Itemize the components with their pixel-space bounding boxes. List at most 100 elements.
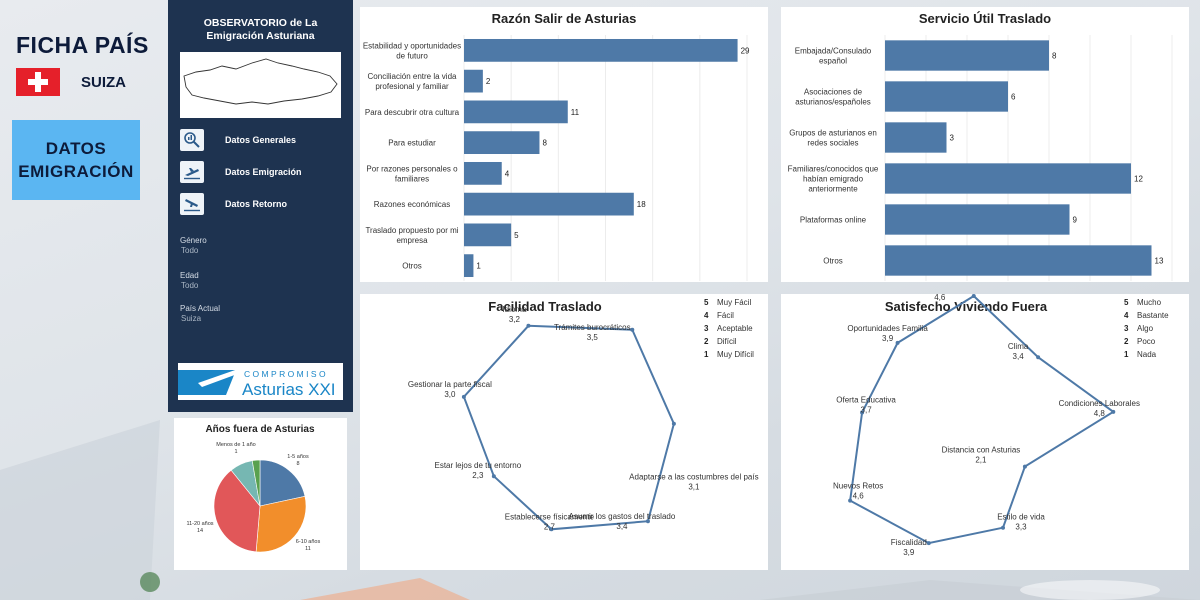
legend-label: Muy Difícil <box>717 350 754 359</box>
nav-datos-generales[interactable]: Datos Generales <box>180 128 345 152</box>
section-label-line1: DATOS <box>45 139 107 158</box>
filter-edad[interactable]: Edad Todo <box>180 271 199 291</box>
value-label: 3,9 <box>903 548 915 557</box>
filter-pais-actual[interactable]: País Actual Suiza <box>180 304 220 324</box>
legend-number: 5 <box>704 298 709 307</box>
category-label-line: Familiares/conocidos que <box>788 165 879 174</box>
category-label-line: empresa <box>396 236 428 245</box>
category-label: Traslado propuesto por mi empresa <box>365 226 458 245</box>
axis-label: Trámites burocráticos <box>554 323 631 332</box>
category-label-line: de futuro <box>396 51 428 60</box>
radar-point <box>895 340 900 345</box>
category-label: Por razones personales o familiares <box>366 164 458 183</box>
observatorio-title-line2: Emigración Asturiana <box>206 30 315 42</box>
plane-arrival-icon <box>180 193 204 215</box>
bar <box>885 40 1049 71</box>
radar-point <box>848 498 853 503</box>
radar-point <box>630 327 635 332</box>
axis-label: Distancia con Asturias <box>942 446 1021 455</box>
page-title: FICHA PAÍS <box>16 32 149 58</box>
data-label: 1 <box>476 262 481 271</box>
category-label-line: profesional y familiar <box>375 82 449 91</box>
nav-datos-retorno[interactable]: Datos Retorno <box>180 192 345 216</box>
pie-slice <box>255 495 307 553</box>
satisfecho-chart-panel: Satisfecho Viviendo Fuera 5 Mucho 4 Bastante… <box>781 294 1189 570</box>
category-label-line: Otros <box>823 257 843 266</box>
category-label-line: Embajada/Consulado <box>795 47 872 56</box>
data-label: 4 <box>505 169 510 178</box>
bar <box>464 161 502 185</box>
filter-pais-actual-label: País Actual <box>180 304 221 313</box>
legend-label: Nada <box>1137 350 1157 359</box>
slice-label: Menos de 1 año <box>216 442 255 448</box>
slice-value: 8 <box>296 461 299 467</box>
radar-point <box>645 519 650 524</box>
servicio-chart: Servicio Útil Traslado 8 Embajada/Consulad… <box>788 11 1173 281</box>
axis-label: Fiscalidad <box>891 538 927 547</box>
anos-chart-panel: Años fuera de Asturias 1-5 años 8 6-10 años… <box>174 418 347 570</box>
razon-chart: Razón Salir de Asturias 29 Estabilidad y o… <box>363 11 750 281</box>
slice-label: 11-20 años <box>186 521 213 527</box>
datos-emigracion-button[interactable]: DATOS EMIGRACIÓN <box>12 120 140 200</box>
legend-label: Mucho <box>1137 298 1162 307</box>
category-label-line: Plataformas online <box>800 216 867 225</box>
axis-label: Clima <box>1008 342 1029 351</box>
filter-genero[interactable]: Género Todo <box>180 236 207 256</box>
value-label: 3,7 <box>861 406 873 415</box>
legend-number: 1 <box>1124 350 1129 359</box>
country-name: SUIZA <box>81 74 126 91</box>
category-label-line: redes sociales <box>807 139 858 148</box>
legend-number: 3 <box>1124 324 1129 333</box>
bar <box>464 38 738 62</box>
nav-datos-retorno-label: Datos Retorno <box>225 199 288 209</box>
slice-value: 11 <box>305 546 311 552</box>
category-label-line: Conciliación entre la vida <box>368 72 457 81</box>
radar-point <box>461 394 466 399</box>
legend-label: Muy Fácil <box>717 298 751 307</box>
legend-number: 2 <box>1124 337 1129 346</box>
filter-pais-actual-value: Suiza <box>181 314 202 323</box>
value-label: 4,8 <box>1094 409 1106 418</box>
radar-point <box>526 323 531 328</box>
satisfecho-chart: Satisfecho Viviendo Fuera 5 Mucho 4 Bastante… <box>833 294 1169 557</box>
bar <box>885 245 1152 276</box>
facilidad-chart-panel: Facilidad Traslado 5 Muy Fácil 4 Fácil 3 Acept… <box>360 294 768 570</box>
bar <box>885 204 1070 235</box>
category-label-line: Estabilidad y oportunidades <box>363 41 461 50</box>
filter-edad-value: Todo <box>181 281 199 290</box>
category-label: Otros <box>823 257 843 266</box>
category-label: Grupos de asturianos en redes sociales <box>789 129 877 148</box>
bar <box>464 223 512 247</box>
pie-slice <box>259 459 306 507</box>
radar-point <box>491 474 496 479</box>
legend-label: Aceptable <box>717 324 753 333</box>
value-label: 3,5 <box>587 333 599 342</box>
axis-label: Estar lejos de tu entorno <box>434 461 521 470</box>
bar <box>885 122 947 153</box>
sidebar: OBSERVATORIO de La Emigración Asturiana … <box>168 0 353 412</box>
axis-label: Idioma <box>502 305 527 314</box>
legend-label: Algo <box>1137 324 1154 333</box>
category-label-line: Otros <box>402 262 422 271</box>
legend-label: Bastante <box>1137 311 1169 320</box>
value-label: 4,6 <box>934 294 946 302</box>
nav-datos-emigracion[interactable]: Datos Emigración <box>180 160 345 184</box>
axis-label: Oferta Educativa <box>836 396 896 405</box>
chart-title: Servicio Útil Traslado <box>919 11 1051 26</box>
category-label-line: Por razones personales o <box>366 164 458 173</box>
facilidad-chart: Facilidad Traslado 5 Muy Fácil 4 Fácil 3 Acept… <box>408 298 759 532</box>
chart-title: Años fuera de Asturias <box>205 424 315 435</box>
data-label: 11 <box>571 108 580 117</box>
nav-datos-generales-label: Datos Generales <box>225 135 297 145</box>
category-label: Asociaciones de asturianos/españoles <box>795 88 871 107</box>
category-label: Para descubrir otra cultura <box>365 108 460 117</box>
data-label: 12 <box>1134 175 1143 184</box>
data-label: 3 <box>950 134 955 143</box>
section-label-line2: EMIGRACIÓN <box>18 162 134 181</box>
slice-value: 1 <box>234 449 237 455</box>
value-label: 3,2 <box>509 315 521 324</box>
nav-datos-emigracion-label: Datos Emigración <box>225 167 302 177</box>
category-label: Conciliación entre la vida profesional y … <box>368 72 457 91</box>
data-label: 2 <box>486 77 491 86</box>
